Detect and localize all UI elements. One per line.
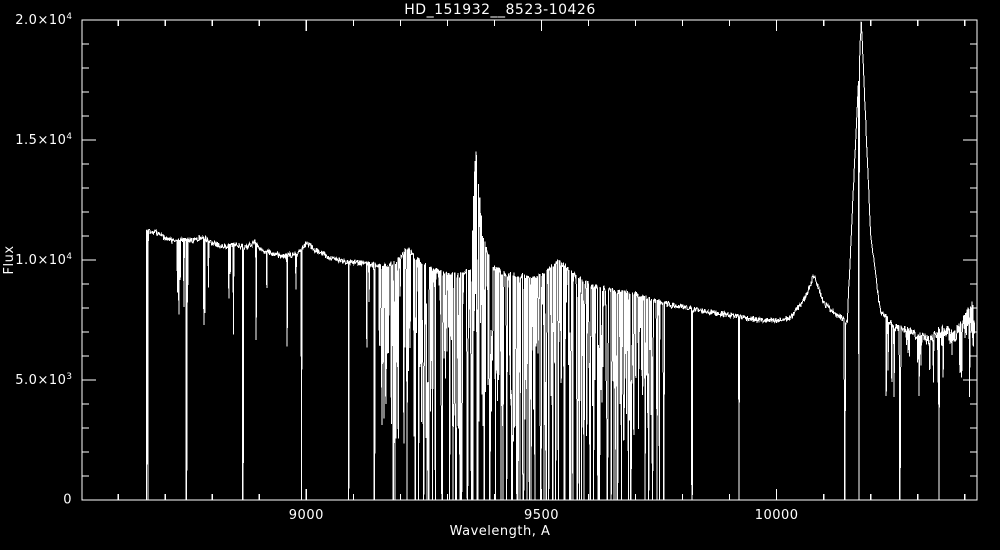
page-title: HD_151932__8523-10426	[404, 2, 596, 18]
x-tick-label: 9500	[523, 508, 560, 523]
x-tick-label: 9000	[288, 508, 324, 523]
y-tick-label: 5.0×103	[15, 371, 72, 389]
x-tick-label: 10000	[754, 508, 799, 523]
y-tick-label: 0	[63, 492, 72, 508]
y-tick-label: 2.0×104	[15, 11, 72, 29]
y-tick-label: 1.5×104	[15, 131, 72, 149]
x-axis-title: Wavelength, A	[449, 524, 551, 539]
y-tick-label: 1.0×104	[15, 251, 72, 269]
spectrum-trace	[145, 21, 976, 501]
plot-frame	[81, 19, 978, 501]
